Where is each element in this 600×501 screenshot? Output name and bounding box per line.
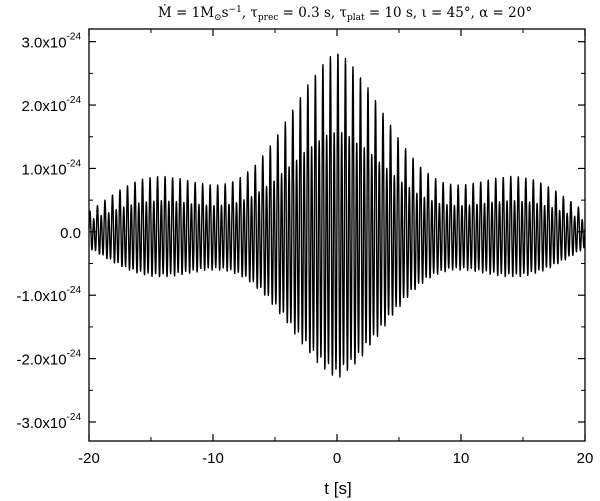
title-mdot-exp: −1 — [229, 5, 242, 15]
x-tick-label: 0 — [333, 450, 341, 467]
title-prec-sub: prec — [258, 13, 278, 23]
y-axis: 3.0x10-24 2.0x10-24 1.0x10-24 0.0 -1.0x10-24… — [17, 32, 585, 432]
x-tick-label: -20 — [78, 450, 100, 467]
chart-title: Ṁ = 1M⊙s−1, τprec = 0.3 s, τplat = 10 s,… — [158, 4, 532, 23]
title-mdot-unit: s — [222, 5, 229, 21]
title-plat-sub: plat — [347, 13, 365, 23]
y-tick-label: -3.0x10-24 — [17, 412, 82, 432]
y-tick-label: -1.0x10-24 — [17, 285, 82, 305]
title-plat-val: = 10 s, ι = 45°, α = 20° — [365, 5, 533, 21]
title-sun-sub: ⊙ — [214, 13, 222, 23]
waveform-line — [88, 53, 586, 378]
title-prec-val: = 0.3 s, τ — [278, 5, 347, 21]
waveform-series — [88, 53, 586, 378]
y-tick-label: 3.0x10-24 — [22, 32, 82, 52]
x-axis-title: t [s] — [324, 479, 351, 498]
y-tick-label: 1.0x10-24 — [22, 158, 82, 178]
x-tick-label: -10 — [202, 450, 224, 467]
x-tick-label: 20 — [577, 450, 594, 467]
y-tick-label: 0.0 — [60, 225, 81, 242]
title-mdot: Ṁ = 1M — [158, 4, 214, 21]
y-tick-label: -2.0x10-24 — [17, 349, 82, 369]
x-axis: -20 -10 0 10 20 — [78, 29, 593, 467]
y-tick-label: 2.0x10-24 — [22, 95, 82, 115]
title-tau-prec: , τ — [242, 5, 258, 21]
x-tick-label: 10 — [453, 450, 470, 467]
